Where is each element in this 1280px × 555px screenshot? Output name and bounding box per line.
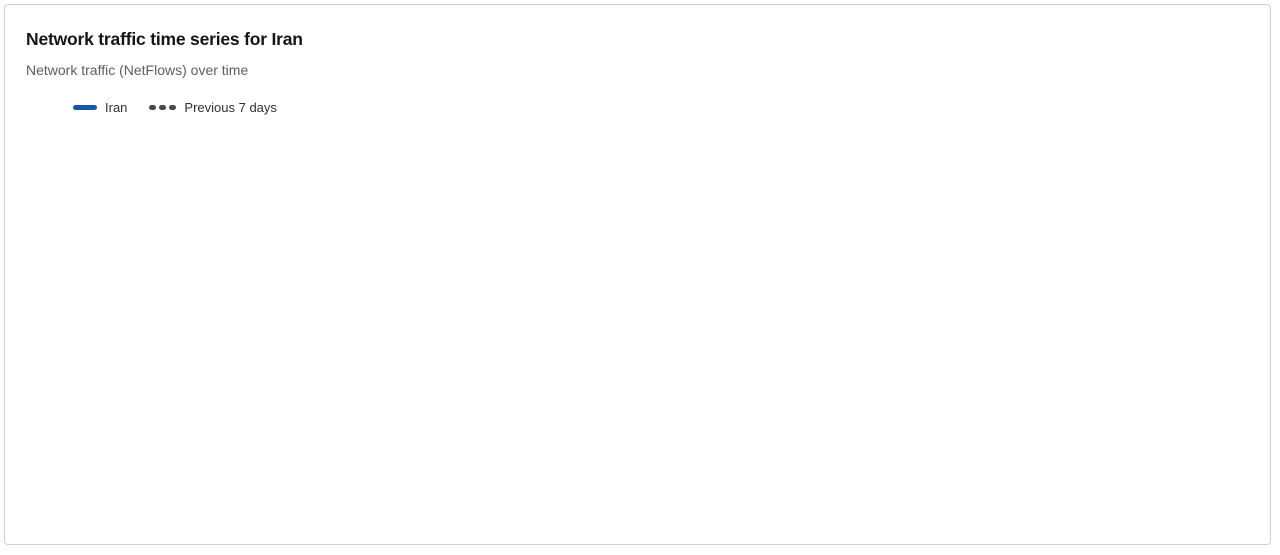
previous-7-days-dashed-marker [149, 105, 177, 110]
legend-item-iran[interactable]: Iran [73, 100, 127, 115]
chart-legend: Iran Previous 7 days [73, 100, 277, 115]
legend-item-previous-7-days[interactable]: Previous 7 days [149, 100, 277, 115]
legend-label-previous-7-days: Previous 7 days [184, 100, 277, 115]
legend-label-iran: Iran [105, 100, 128, 115]
chart-card: Network traffic time series for Iran Net… [4, 4, 1271, 545]
page-subtitle: Network traffic (NetFlows) over time [26, 62, 249, 78]
page-title: Network traffic time series for Iran [26, 29, 303, 49]
iran-solid-line-marker [73, 105, 97, 110]
